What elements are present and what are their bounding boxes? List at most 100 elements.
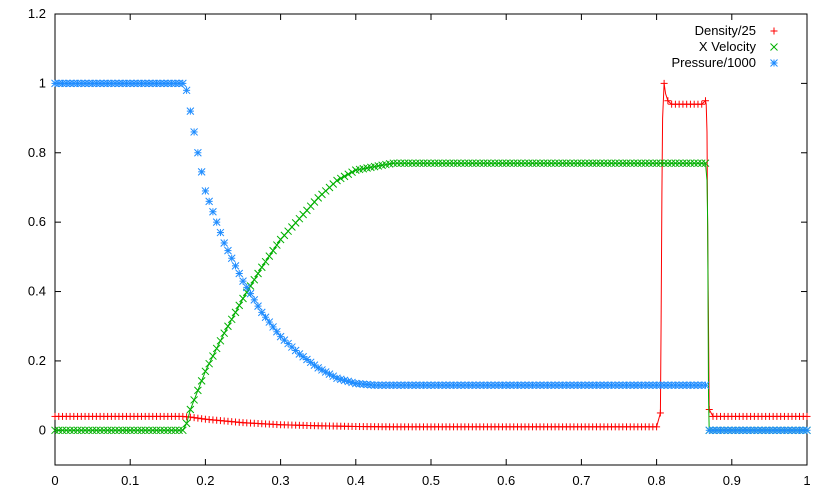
- data-point: [528, 159, 537, 168]
- data-point: [698, 100, 706, 108]
- data-point: [566, 381, 574, 390]
- data-point: [280, 336, 289, 344]
- data-point: [333, 176, 341, 185]
- data-point: [682, 159, 691, 168]
- y-tick-label: 0.4: [28, 284, 46, 299]
- data-point: [190, 128, 198, 136]
- data-point: [652, 159, 661, 168]
- data-point: [69, 79, 78, 88]
- data-point: [156, 426, 165, 435]
- data-point: [694, 159, 702, 168]
- data-point: [573, 381, 582, 390]
- data-point: [558, 159, 567, 168]
- data-point: [664, 381, 672, 390]
- data-point: [246, 289, 255, 298]
- x-tick-label: 0.4: [347, 473, 365, 488]
- data-point: [524, 159, 533, 168]
- data-point: [660, 159, 668, 168]
- data-point: [186, 107, 195, 115]
- x-tick-label: 0.8: [648, 473, 666, 488]
- data-point: [62, 426, 71, 435]
- data-point: [212, 218, 221, 227]
- data-point: [344, 170, 353, 179]
- data-point: [303, 355, 311, 364]
- data-point: [803, 412, 811, 420]
- data-point: [250, 296, 259, 304]
- data-point: [679, 159, 687, 168]
- data-point: [581, 159, 590, 168]
- data-point: [637, 159, 646, 168]
- data-point: [77, 79, 86, 88]
- data-point: [611, 159, 620, 168]
- y-tick-label: 0.2: [28, 353, 46, 368]
- data-point: [671, 159, 680, 168]
- data-point: [664, 159, 672, 168]
- data-point: [171, 426, 180, 435]
- data-point: [235, 269, 244, 278]
- data-point: [171, 79, 180, 88]
- data-point: [186, 405, 195, 414]
- data-point: [427, 159, 435, 168]
- data-point: [81, 426, 89, 435]
- data-point: [66, 79, 74, 88]
- data-point: [96, 426, 104, 435]
- axes-layer: 0 0.1 0.2 0.3 0.4 0.5 0.6 0.7 0.8 0.9 1 0 0.2 0.4 0.6 0…: [28, 6, 811, 488]
- data-point: [442, 159, 450, 168]
- data-point: [152, 426, 161, 435]
- data-point: [115, 426, 123, 435]
- data-point: [269, 246, 277, 255]
- data-point: [494, 381, 503, 390]
- data-point: [630, 159, 638, 168]
- data-point: [156, 79, 165, 88]
- x-tick-label: 0: [51, 473, 58, 488]
- data-point: [600, 159, 608, 168]
- data-point: [491, 159, 499, 168]
- data-point: [209, 352, 217, 360]
- data-point: [528, 381, 537, 390]
- data-point: [498, 159, 507, 168]
- data-point: [603, 381, 612, 390]
- data-point: [103, 79, 112, 88]
- data-point: [476, 159, 484, 168]
- data-point: [415, 381, 424, 390]
- data-point: [566, 159, 574, 168]
- data-point: [626, 159, 635, 168]
- legend-label: Density/25: [695, 23, 756, 38]
- data-point: [513, 381, 522, 390]
- data-point: [96, 79, 104, 88]
- data-point: [592, 159, 601, 168]
- data-point: [54, 426, 63, 435]
- data-point: [137, 79, 146, 88]
- data-point: [701, 381, 710, 390]
- data-point: [622, 381, 631, 390]
- data-point: [784, 426, 793, 435]
- series-line: [55, 83, 807, 428]
- data-point: [577, 381, 586, 390]
- data-point: [216, 228, 225, 237]
- data-point: [423, 159, 432, 168]
- data-point: [457, 159, 465, 168]
- data-point: [554, 159, 563, 168]
- legend-marker: [770, 43, 778, 51]
- data-point: [532, 159, 541, 168]
- data-point: [641, 159, 650, 168]
- data-point: [261, 313, 270, 322]
- data-point: [348, 168, 356, 177]
- data-point: [257, 263, 266, 272]
- data-point: [397, 159, 405, 168]
- data-point: [77, 426, 86, 435]
- data-point: [788, 426, 796, 435]
- legend-marker: [770, 59, 778, 67]
- data-point: [449, 159, 458, 168]
- data-point: [254, 269, 262, 278]
- data-point: [261, 257, 270, 266]
- data-point: [73, 426, 82, 435]
- data-point: [242, 283, 251, 292]
- data-point: [254, 302, 262, 310]
- data-point: [148, 79, 157, 88]
- data-point: [735, 426, 744, 435]
- data-point: [231, 308, 240, 317]
- data-point: [58, 426, 67, 435]
- data-point: [122, 426, 131, 435]
